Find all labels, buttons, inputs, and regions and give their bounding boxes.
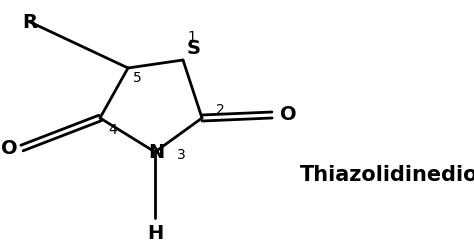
Text: O: O bbox=[1, 139, 18, 158]
Text: S: S bbox=[187, 39, 201, 58]
Text: Thiazolidinedione: Thiazolidinedione bbox=[300, 165, 474, 185]
Text: 5: 5 bbox=[133, 71, 142, 85]
Text: 4: 4 bbox=[108, 123, 117, 137]
Text: H: H bbox=[147, 224, 163, 241]
Text: O: O bbox=[280, 106, 297, 125]
Text: 3: 3 bbox=[177, 148, 186, 162]
Text: N: N bbox=[148, 143, 164, 162]
Text: R: R bbox=[22, 13, 37, 32]
Text: 2: 2 bbox=[216, 103, 225, 117]
Text: 1: 1 bbox=[187, 30, 196, 44]
